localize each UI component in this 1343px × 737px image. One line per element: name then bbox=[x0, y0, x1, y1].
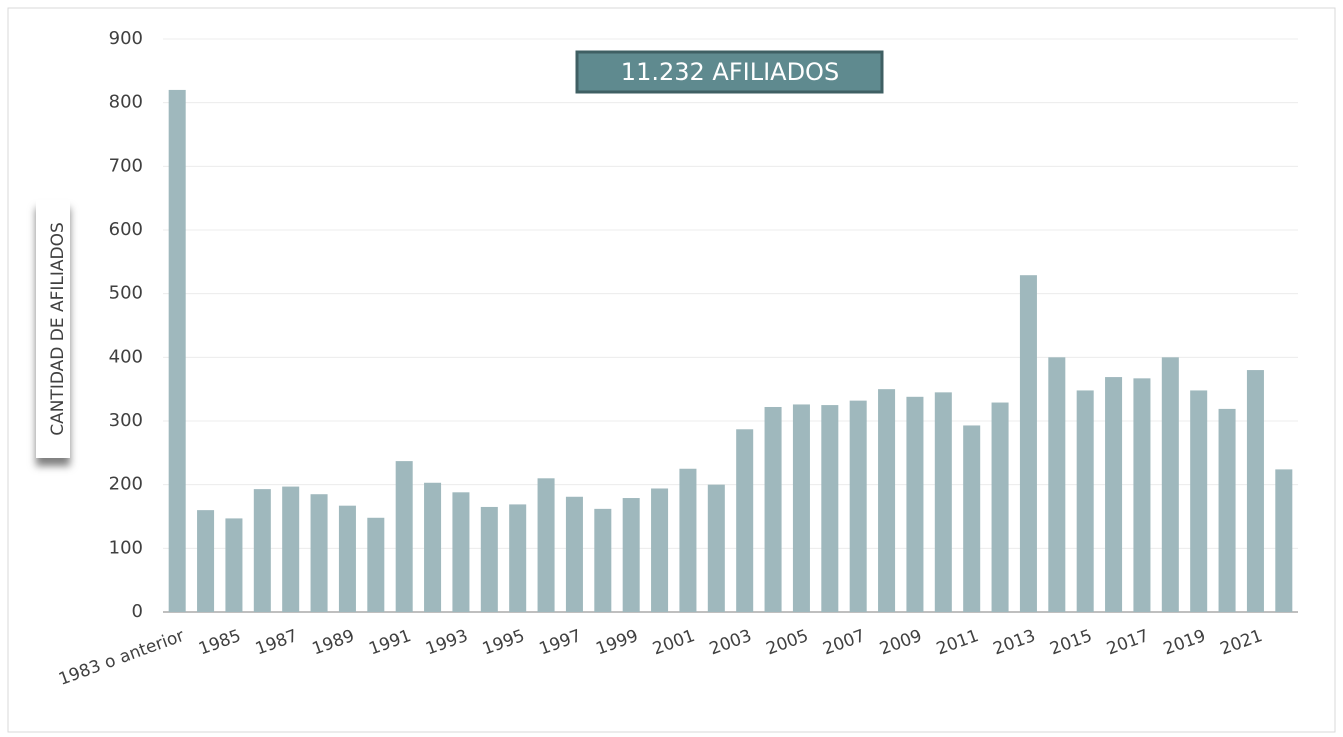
x-tick-label: 1985 bbox=[196, 626, 243, 660]
bar bbox=[509, 504, 527, 612]
bar bbox=[537, 478, 555, 612]
y-tick-label: 100 bbox=[109, 537, 143, 558]
bar bbox=[310, 494, 328, 612]
bar bbox=[367, 517, 385, 612]
x-tick-label: 1987 bbox=[253, 626, 300, 660]
x-tick-label: 1989 bbox=[310, 626, 357, 660]
x-tick-label: 1991 bbox=[366, 626, 413, 660]
title-box bbox=[575, 50, 884, 94]
x-tick-label: 2021 bbox=[1218, 626, 1265, 660]
bar bbox=[963, 425, 981, 612]
y-tick-label: 700 bbox=[109, 155, 143, 176]
x-tick-label: 2009 bbox=[877, 626, 924, 660]
y-tick-label: 200 bbox=[109, 474, 143, 495]
y-tick-label: 300 bbox=[109, 410, 143, 431]
y-tick-label: 600 bbox=[109, 219, 143, 240]
bar bbox=[452, 492, 470, 612]
x-tick-label: 2011 bbox=[934, 626, 981, 660]
x-tick-label: 1997 bbox=[537, 626, 584, 660]
y-label-box bbox=[36, 200, 70, 458]
bar bbox=[565, 496, 583, 612]
x-tick-label: 2013 bbox=[991, 626, 1038, 660]
y-tick-label: 900 bbox=[109, 28, 143, 49]
bar bbox=[934, 392, 952, 612]
bar bbox=[679, 468, 697, 612]
bar bbox=[707, 484, 725, 612]
bar bbox=[736, 429, 754, 612]
bar bbox=[395, 461, 413, 612]
x-tick-label: 2001 bbox=[650, 626, 697, 660]
bar bbox=[168, 89, 186, 612]
x-tick-label: 1999 bbox=[593, 626, 640, 660]
bar bbox=[1161, 357, 1179, 612]
y-tick-label: 800 bbox=[109, 92, 143, 113]
bar bbox=[1019, 275, 1037, 612]
bar bbox=[1218, 408, 1236, 612]
bar bbox=[1105, 377, 1123, 612]
x-tick-label: 2019 bbox=[1161, 626, 1208, 660]
frame bbox=[7, 7, 1336, 733]
y-tick-label: 0 bbox=[132, 601, 143, 622]
bar bbox=[594, 508, 612, 612]
bar bbox=[424, 482, 442, 612]
bar bbox=[849, 400, 867, 612]
bar bbox=[480, 506, 498, 612]
bar bbox=[764, 406, 782, 612]
x-tick-label: 2005 bbox=[764, 626, 811, 660]
bar bbox=[253, 489, 271, 612]
bar bbox=[197, 510, 215, 612]
bar bbox=[1190, 390, 1208, 612]
bar bbox=[225, 518, 243, 612]
bar bbox=[1246, 370, 1264, 612]
bar bbox=[1076, 390, 1094, 612]
x-tick-label: 2003 bbox=[707, 626, 754, 660]
bar bbox=[282, 486, 300, 612]
bar bbox=[651, 488, 669, 612]
x-tick-label: 1993 bbox=[423, 626, 470, 660]
plot: 0 100 200 300 400 500 600 700 800 900 1983 o anter… bbox=[56, 28, 1298, 690]
bar bbox=[622, 498, 640, 612]
x-tick-label: 1995 bbox=[480, 626, 527, 660]
x-tick-label: 2015 bbox=[1047, 626, 1094, 660]
y-tick-label: 400 bbox=[109, 346, 143, 367]
bar bbox=[906, 396, 924, 612]
bar bbox=[1133, 378, 1151, 612]
x-tick-label: 1983 o anterior bbox=[56, 626, 187, 690]
chart-title: 11.232 AFILIADOS bbox=[621, 58, 839, 86]
x-tick-label: 2007 bbox=[820, 626, 867, 660]
bar bbox=[991, 402, 1009, 612]
y-axis-label: CANTIDAD DE AFILIADOS bbox=[48, 222, 68, 436]
bar bbox=[1275, 469, 1293, 612]
bar bbox=[1048, 357, 1066, 612]
bar bbox=[338, 505, 356, 612]
y-tick-label: 500 bbox=[109, 283, 143, 304]
bar bbox=[792, 404, 810, 612]
bar bbox=[821, 405, 839, 612]
bar bbox=[878, 389, 896, 612]
x-tick-label: 2017 bbox=[1104, 626, 1151, 660]
